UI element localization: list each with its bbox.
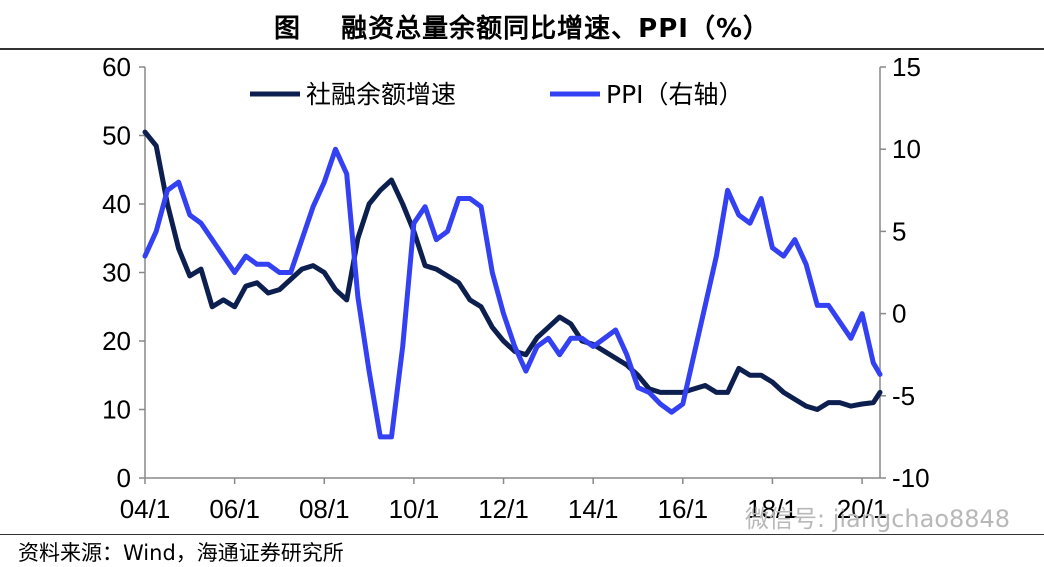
right-tick-label: 15 [892, 52, 921, 82]
x-tick-label: 12/1 [478, 494, 529, 524]
x-tick-label: 08/1 [299, 494, 350, 524]
chart-axes: 0 10 20 30 40 50 60 -10 -5 0 5 10 15 04/1 06/1 08/1 10/1… [102, 52, 930, 524]
left-tick-label: 10 [102, 395, 131, 425]
series-line-1 [142, 129, 883, 412]
x-tick-label: 06/1 [209, 494, 260, 524]
left-tick-label: 0 [117, 463, 131, 493]
right-tick-label: 5 [892, 216, 906, 246]
left-tick-label: 60 [102, 52, 131, 82]
right-tick-label: 0 [892, 299, 906, 329]
left-tick-label: 40 [102, 189, 131, 219]
chart-title: 图 融资总量余额同比增速、PPI（%） [273, 14, 771, 44]
legend-label-2: PPI（右轴） [606, 80, 744, 109]
watermark-text: 微信号: jiangchao8848 [745, 505, 1010, 533]
source-note: 资料来源：Wind，海通证券研究所 [18, 541, 344, 565]
left-tick-label: 20 [102, 326, 131, 356]
chart-legend: 社融余额增速 PPI（右轴） [250, 80, 744, 109]
right-tick-label: -10 [892, 463, 930, 493]
chart-lines [142, 129, 883, 440]
title-divider [0, 48, 1044, 50]
source-divider [0, 534, 1044, 535]
right-tick-label: 10 [892, 134, 921, 164]
left-tick-label: 30 [102, 258, 131, 288]
left-tick-label: 50 [102, 121, 131, 151]
x-tick-label: 16/1 [658, 494, 709, 524]
x-tick-label: 04/1 [120, 494, 171, 524]
x-tick-label: 18/1 [747, 494, 798, 524]
title-bar: 图 融资总量余额同比增速、PPI（%） [0, 0, 1044, 50]
x-tick-label: 10/1 [389, 494, 440, 524]
x-tick-label: 20/1 [837, 494, 888, 524]
legend-label-1: 社融余额增速 [306, 80, 456, 109]
series-line-2 [142, 146, 883, 440]
x-tick-label: 14/1 [568, 494, 619, 524]
right-tick-label: -5 [892, 381, 915, 411]
